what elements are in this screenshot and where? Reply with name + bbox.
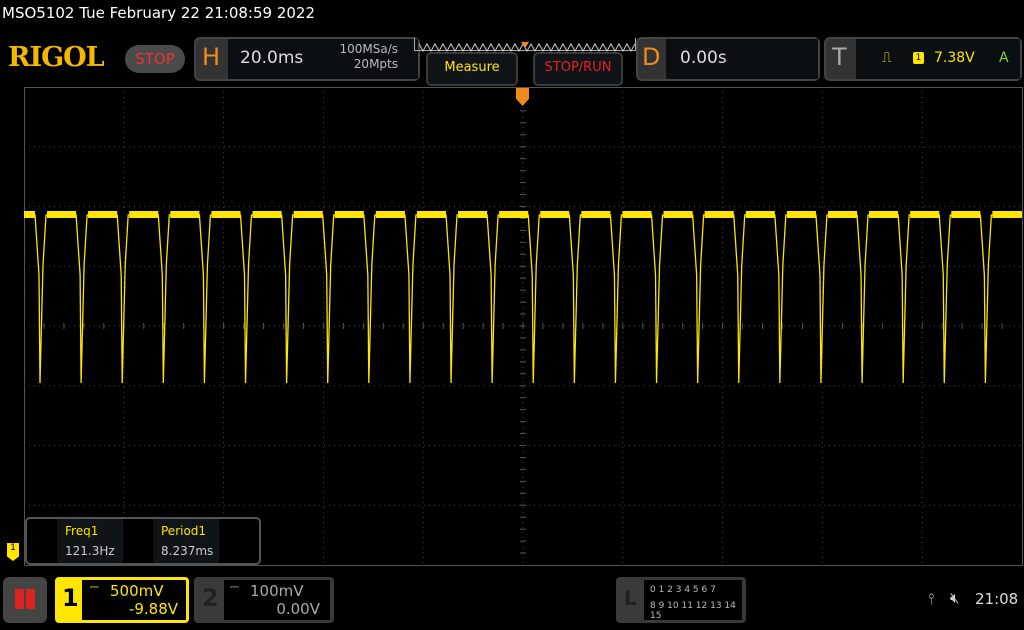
waveform-gap bbox=[569, 210, 582, 219]
waveform-gap bbox=[857, 210, 870, 219]
memory-position-bar bbox=[414, 38, 636, 53]
rigol-logo: RIGOL bbox=[8, 42, 105, 73]
waveform-gap bbox=[158, 210, 171, 219]
measurement-name: Period1 bbox=[161, 524, 207, 538]
delay-display bbox=[666, 39, 818, 79]
channel2-number: 2 bbox=[202, 584, 219, 612]
measurement-value: 121.3Hz bbox=[65, 544, 115, 558]
waveform-gap bbox=[528, 210, 541, 219]
dc-coupling-icon: ⎓ bbox=[90, 580, 99, 593]
waveform-gap bbox=[980, 210, 993, 219]
measure-button[interactable]: Measure bbox=[426, 52, 518, 86]
mute-icon[interactable]: 🔇︎ bbox=[950, 589, 960, 607]
waveform-gap bbox=[363, 210, 376, 219]
logic-label: L bbox=[624, 586, 637, 610]
measurement-value: 8.237ms bbox=[161, 544, 214, 558]
waveform-gap bbox=[240, 210, 253, 219]
measurement-panel: Freq1 121.3Hz Period1 8.237ms bbox=[25, 517, 261, 565]
channel1-number: 1 bbox=[62, 584, 79, 612]
waveform-gap bbox=[692, 210, 705, 219]
waveform-gap bbox=[774, 210, 787, 219]
measurement-period: Period1 8.237ms bbox=[153, 519, 219, 563]
trigger-mode: A bbox=[999, 50, 1009, 66]
waveform-gap bbox=[446, 210, 459, 219]
trigger-position-marker[interactable] bbox=[516, 88, 529, 106]
trigger-level: 7.38V bbox=[934, 50, 975, 66]
waveform-gap bbox=[487, 210, 500, 219]
waveform-grid[interactable] bbox=[24, 87, 1024, 567]
trigger-source: 1 bbox=[913, 52, 924, 64]
waveform-gap bbox=[610, 210, 623, 219]
waveform-gap bbox=[199, 210, 212, 219]
waveform-gap bbox=[404, 210, 417, 219]
sample-rate: 100MSa/s bbox=[339, 42, 398, 56]
usb-icon: ⫯ bbox=[928, 590, 935, 608]
waveform-gap bbox=[281, 210, 294, 219]
channel1-offset: -9.88V bbox=[128, 600, 178, 618]
waveform-gap bbox=[815, 210, 828, 219]
horizontal-label: H bbox=[202, 43, 221, 71]
waveform-gap bbox=[117, 210, 130, 219]
waveform-gap bbox=[939, 210, 952, 219]
menu-button[interactable] bbox=[3, 577, 47, 623]
channel1-scale: 500mV bbox=[110, 582, 164, 600]
waveform-gap bbox=[322, 210, 335, 219]
channel2-offset: 0.00V bbox=[276, 600, 320, 618]
timebase-value: 20.0ms bbox=[240, 48, 304, 68]
channel2-scale: 100mV bbox=[250, 582, 304, 600]
logic-display: 0 1 2 3 4 5 6 7 8 9 10 11 12 13 14 15 bbox=[644, 580, 742, 621]
measurement-freq: Freq1 121.3Hz bbox=[57, 519, 123, 563]
trigger-label: T bbox=[832, 43, 847, 71]
waveform-gap bbox=[76, 210, 89, 219]
ch1-ground-marker[interactable]: 1 bbox=[7, 543, 19, 561]
waveform-gap bbox=[898, 210, 911, 219]
horizontal-display bbox=[228, 39, 418, 79]
clock: 21:08 bbox=[975, 590, 1019, 608]
logic-channels-row2: 8 9 10 11 12 13 14 15 bbox=[650, 601, 736, 621]
trigger-display bbox=[856, 39, 1020, 79]
dc-coupling-icon: ⎓ bbox=[230, 580, 239, 593]
delay-label: D bbox=[642, 43, 661, 71]
waveform-gap bbox=[35, 210, 47, 219]
channel1-display: ⎓ 500mV -9.88V bbox=[82, 580, 186, 620]
run-state-badge[interactable]: STOP bbox=[125, 45, 185, 73]
memory-depth: 20Mpts bbox=[353, 57, 398, 71]
measurement-name: Freq1 bbox=[65, 524, 99, 538]
channel1-waveform bbox=[24, 214, 1022, 384]
rising-edge-icon: ⎍ bbox=[882, 50, 892, 66]
waveform-gap bbox=[651, 210, 664, 219]
waveform-gap bbox=[733, 210, 746, 219]
stop-run-button[interactable]: STOP/RUN bbox=[533, 52, 623, 86]
logic-channels-row1: 0 1 2 3 4 5 6 7 bbox=[650, 585, 716, 595]
channel2-display: ⎓ 100mV 0.00V bbox=[224, 580, 330, 620]
delay-value: 0.00s bbox=[680, 48, 727, 68]
window-title: MSO5102 Tue February 22 21:08:59 2022 bbox=[2, 4, 316, 22]
grid-menu-icon bbox=[15, 589, 35, 609]
